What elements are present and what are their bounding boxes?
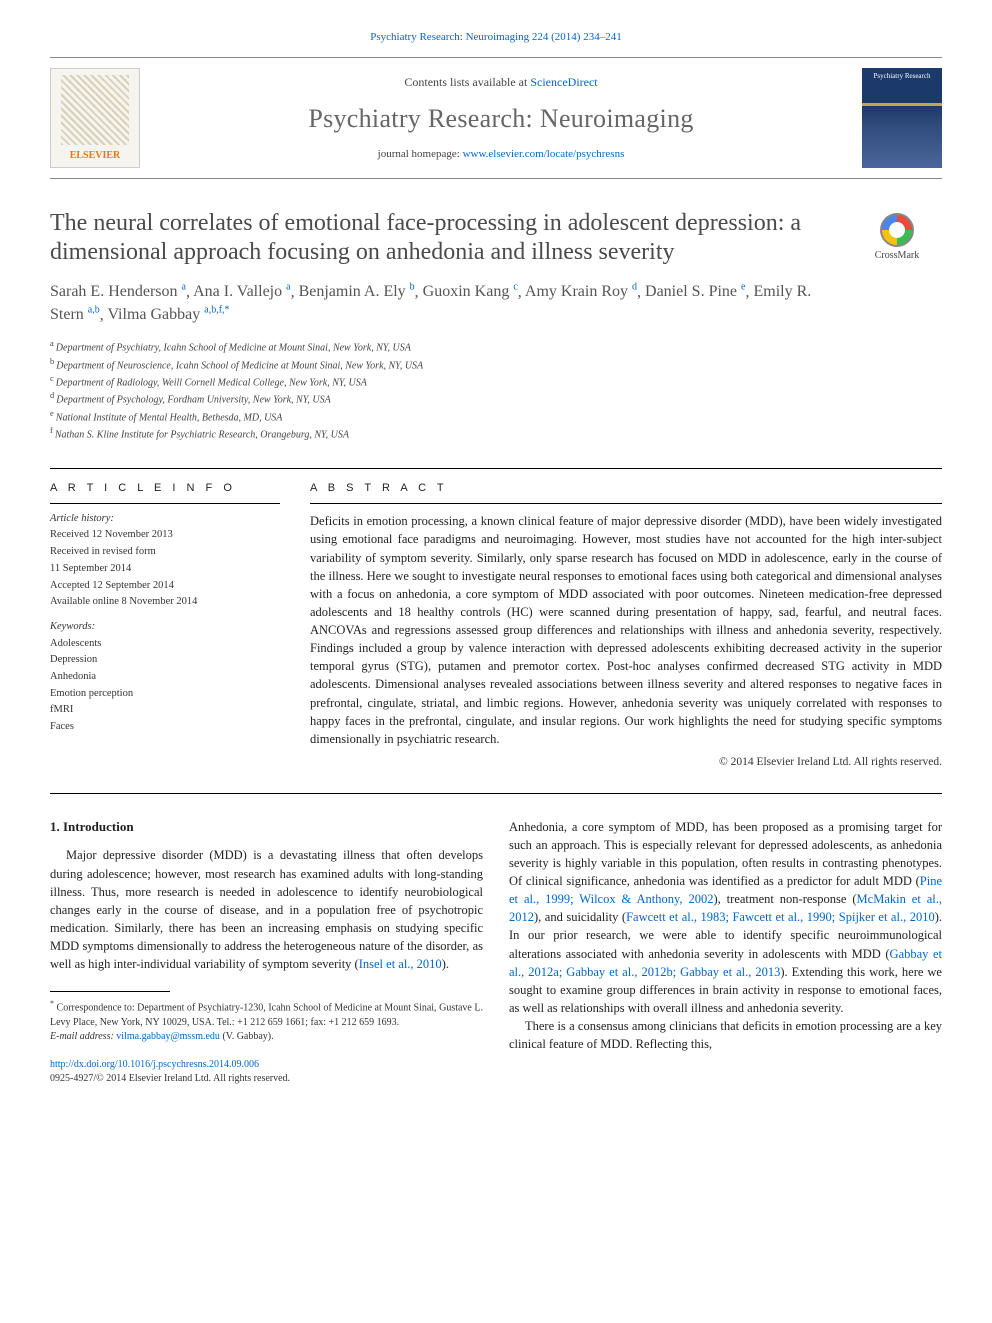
body-paragraph: Anhedonia, a core symptom of MDD, has be… [509, 818, 942, 1017]
citation-link[interactable]: Insel et al., 2010 [359, 957, 442, 971]
author-affil-marker: a,b,f,* [204, 305, 229, 316]
journal-homepage: journal homepage: www.elsevier.com/locat… [378, 147, 625, 162]
correspondence-footnote: * Correspondence to: Department of Psych… [50, 998, 483, 1029]
citation-link[interactable]: Gabbay et al., 2012a; Gabbay et al., 201… [509, 947, 942, 979]
author-affil-marker: d [632, 282, 637, 293]
journal-title: Psychiatry Research: Neuroimaging [308, 101, 693, 137]
section-title: Introduction [63, 819, 134, 834]
crossmark-badge[interactable]: CrossMark [852, 213, 942, 263]
contents-prefix: Contents lists available at [404, 75, 530, 89]
author-name: Amy Krain Roy d [525, 283, 637, 300]
body-col-left: 1. Introduction Major depressive disorde… [50, 818, 483, 1087]
email-footnote: E-mail address: vilma.gabbay@mssm.edu (V… [50, 1030, 483, 1044]
history-line: Available online 8 November 2014 [50, 595, 280, 610]
author-affil-marker: a [286, 282, 290, 293]
citation-link[interactable]: Psychiatry Research: Neuroimaging 224 (2… [370, 31, 621, 43]
divider [50, 793, 942, 794]
journal-header: ELSEVIER Contents lists available at Sci… [50, 57, 942, 179]
author-affil-marker: a,b [88, 305, 100, 316]
author-name: Vilma Gabbay a,b,f,* [107, 306, 229, 323]
crossmark-label: CrossMark [875, 249, 919, 263]
section-number: 1. [50, 819, 60, 834]
affiliation: a Department of Psychiatry, Icahn School… [50, 338, 832, 355]
sciencedirect-link[interactable]: ScienceDirect [530, 75, 597, 89]
doi-link[interactable]: http://dx.doi.org/10.1016/j.pscychresns.… [50, 1059, 259, 1070]
correspondence-text: Correspondence to: Department of Psychia… [50, 1003, 483, 1028]
affiliations-list: a Department of Psychiatry, Icahn School… [50, 338, 832, 442]
abstract-heading: A B S T R A C T [310, 481, 942, 497]
keyword: Faces [50, 720, 280, 735]
email-link[interactable]: vilma.gabbay@mssm.edu [116, 1031, 220, 1042]
author-affil-marker: a [182, 282, 186, 293]
abstract-column: A B S T R A C T Deficits in emotion proc… [310, 481, 942, 770]
abstract-copyright: © 2014 Elsevier Ireland Ltd. All rights … [310, 754, 942, 771]
author-name: Ana I. Vallejo a [193, 283, 290, 300]
divider [50, 503, 280, 504]
history-line: 11 September 2014 [50, 562, 280, 577]
history-heading: Article history: [50, 512, 280, 527]
crossmark-icon [880, 213, 914, 247]
body-text: Major depressive disorder (MDD) is a dev… [50, 848, 483, 971]
history-line: Accepted 12 September 2014 [50, 579, 280, 594]
body-text: ). [442, 957, 449, 971]
keyword: Emotion perception [50, 687, 280, 702]
keyword: Depression [50, 653, 280, 668]
article-info-row: A R T I C L E I N F O Article history: R… [50, 481, 942, 770]
issn-line: 0925-4927/© 2014 Elsevier Ireland Ltd. A… [50, 1073, 290, 1084]
author-affil-marker: b [410, 282, 415, 293]
author-name: Benjamin A. Ely b [299, 283, 415, 300]
keyword: Adolescents [50, 637, 280, 652]
author-name: Guoxin Kang c [423, 283, 518, 300]
affiliation: e National Institute of Mental Health, B… [50, 408, 832, 425]
affiliation: b Department of Neuroscience, Icahn Scho… [50, 356, 832, 373]
affiliation: d Department of Psychology, Fordham Univ… [50, 390, 832, 407]
correspondence-marker: * [50, 999, 54, 1008]
body-paragraph: There is a consensus among clinicians th… [509, 1017, 942, 1053]
affiliation: c Department of Radiology, Weill Cornell… [50, 373, 832, 390]
doi-block: http://dx.doi.org/10.1016/j.pscychresns.… [50, 1058, 483, 1087]
homepage-link[interactable]: www.elsevier.com/locate/psychresns [463, 148, 625, 160]
body-paragraph: Major depressive disorder (MDD) is a dev… [50, 846, 483, 973]
author-affil-marker: e [741, 282, 745, 293]
email-label: E-mail address: [50, 1031, 116, 1042]
cover-label: Psychiatry Research [866, 72, 938, 82]
keyword: fMRI [50, 703, 280, 718]
history-line: Received 12 November 2013 [50, 528, 280, 543]
body-columns: 1. Introduction Major depressive disorde… [50, 818, 942, 1087]
article-title: The neural correlates of emotional face-… [50, 209, 832, 267]
keyword: Anhedonia [50, 670, 280, 685]
citation-link[interactable]: Fawcett et al., 1983; Fawcett et al., 19… [626, 910, 935, 924]
history-line: Received in revised form [50, 545, 280, 560]
divider [50, 468, 942, 469]
section-heading: 1. Introduction [50, 818, 483, 837]
author-name: Daniel S. Pine e [645, 283, 745, 300]
abstract-text: Deficits in emotion processing, a known … [310, 512, 942, 748]
email-person: (V. Gabbay). [220, 1031, 274, 1042]
affiliation: f Nathan S. Kline Institute for Psychiat… [50, 425, 832, 442]
footnote-rule [50, 991, 170, 992]
footnotes: * Correspondence to: Department of Psych… [50, 998, 483, 1043]
contents-line: Contents lists available at ScienceDirec… [404, 74, 597, 91]
header-center: Contents lists available at ScienceDirec… [140, 74, 862, 163]
divider [310, 503, 942, 504]
keywords-heading: Keywords: [50, 620, 280, 635]
elsevier-logo: ELSEVIER [50, 68, 140, 168]
body-col-right: Anhedonia, a core symptom of MDD, has be… [509, 818, 942, 1087]
article-info-heading: A R T I C L E I N F O [50, 481, 280, 496]
top-citation: Psychiatry Research: Neuroimaging 224 (2… [50, 30, 942, 45]
title-row: The neural correlates of emotional face-… [50, 209, 942, 462]
author-name: Sarah E. Henderson a [50, 283, 186, 300]
journal-cover-thumb: Psychiatry Research [862, 68, 942, 168]
article-info-left: A R T I C L E I N F O Article history: R… [50, 481, 280, 770]
authors-list: Sarah E. Henderson a, Ana I. Vallejo a, … [50, 281, 832, 326]
homepage-prefix: journal homepage: [378, 148, 463, 160]
elsevier-label: ELSEVIER [70, 149, 121, 163]
author-affil-marker: c [513, 282, 517, 293]
